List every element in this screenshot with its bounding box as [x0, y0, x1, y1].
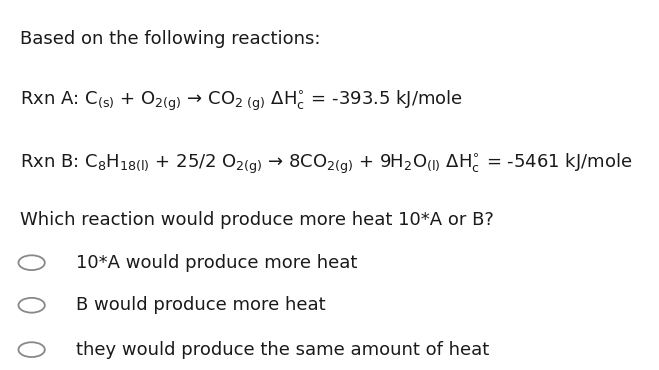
Text: they would produce the same amount of heat: they would produce the same amount of he… — [76, 341, 489, 359]
Text: Which reaction would produce more heat 10*A or B?: Which reaction would produce more heat 1… — [20, 211, 494, 229]
Text: Rxn B: C$_{\rm 8}$H$_{\rm 18(l)}$ + 25/2 O$_{\rm 2(g)}$ → 8CO$_{\rm 2(g)}$ + 9H$: Rxn B: C$_{\rm 8}$H$_{\rm 18(l)}$ + 25/2… — [20, 152, 632, 176]
Text: Based on the following reactions:: Based on the following reactions: — [20, 30, 320, 48]
Text: B would produce more heat: B would produce more heat — [76, 296, 326, 314]
Text: 10*A would produce more heat: 10*A would produce more heat — [76, 254, 357, 272]
Text: Rxn A: C$_{\rm (s)}$ + O$_{\rm 2(g)}$ → CO$_{\rm 2\ (g)}$ ΔH$^{\circ}_{\rm c}$ =: Rxn A: C$_{\rm (s)}$ + O$_{\rm 2(g)}$ → … — [20, 89, 463, 113]
